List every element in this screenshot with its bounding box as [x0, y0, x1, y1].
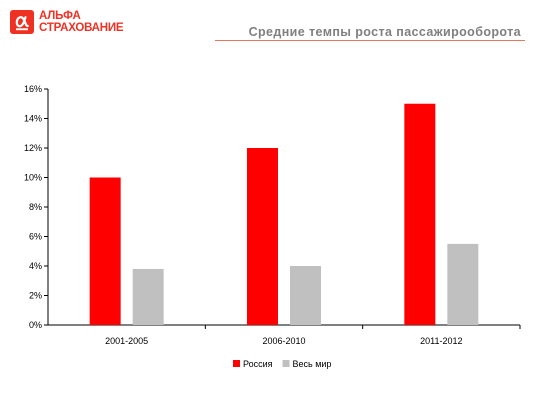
legend-label: Весь мир	[293, 359, 332, 369]
company-logo: АЛЬФА СТРАХОВАНИЕ	[10, 9, 150, 39]
bar-world-2006-2010	[290, 266, 321, 325]
y-tick-label: 12%	[24, 143, 42, 153]
chart-legend: Россия Весь мир	[233, 359, 331, 369]
bar-world-2001-2005	[132, 268, 164, 325]
bar-russia-2001-2005	[89, 177, 121, 325]
bar-world-2011-2012	[447, 243, 479, 325]
logo-wordmark: АЛЬФА СТРАХОВАНИЕ	[39, 10, 124, 34]
y-tick-label: 16%	[24, 84, 42, 94]
x-tick-label: 2001-2005	[105, 336, 148, 346]
y-tick-label: 0%	[29, 320, 42, 330]
legend-label: Россия	[243, 359, 273, 369]
y-tick-label: 10%	[24, 173, 42, 183]
bar-russia-2011-2012	[404, 103, 436, 325]
legend-swatch	[233, 360, 240, 367]
chart-axes: 0% 2% 4% 6% 8% 10% 12% 14% 16% 2001-2005 2006-2010…	[24, 84, 521, 346]
y-tick-label: 4%	[29, 261, 42, 271]
title-underline	[215, 40, 525, 41]
y-tick-label: 14%	[24, 114, 42, 124]
legend-swatch	[282, 360, 290, 367]
page-title: Средние темпы роста пассажирооборота	[248, 25, 521, 39]
logo-line-2: СТРАХОВАНИЕ	[39, 21, 124, 34]
x-tick-label: 2006-2010	[262, 336, 305, 346]
chart-bars	[89, 103, 479, 325]
y-tick-label: 8%	[29, 202, 42, 212]
bar-russia-2006-2010	[247, 148, 278, 325]
alpha-logo-icon	[10, 10, 34, 34]
y-tick-label: 2%	[29, 291, 42, 301]
x-tick-label: 2011-2012	[420, 336, 462, 346]
y-tick-label: 6%	[29, 232, 42, 242]
logo-line-1: АЛЬФА	[39, 10, 81, 22]
